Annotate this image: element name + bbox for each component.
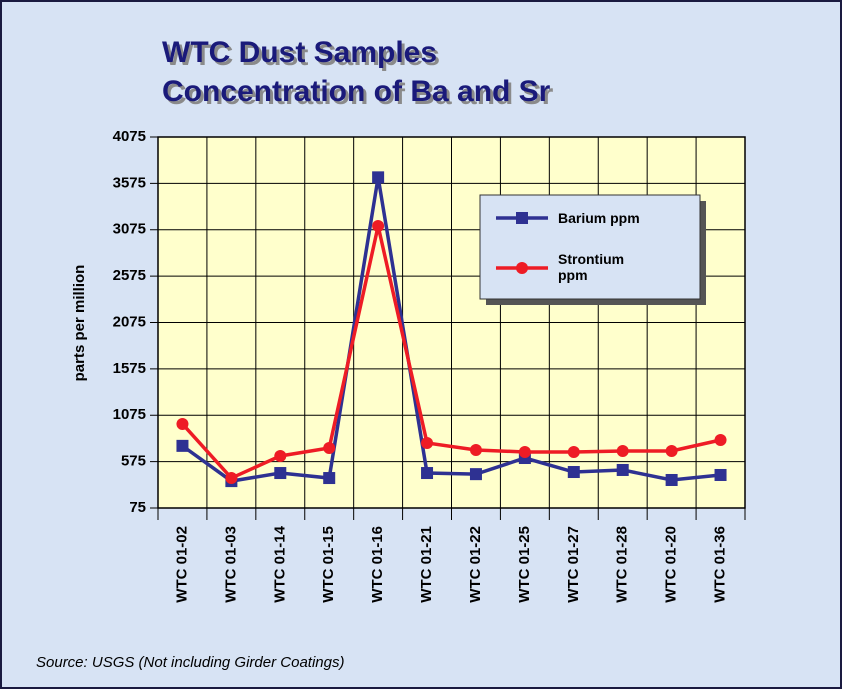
y-tick-label: 75: [129, 499, 146, 516]
y-tick-label: 2075: [113, 313, 146, 330]
data-point: [274, 449, 287, 462]
data-point: [567, 445, 580, 458]
data-point: [518, 445, 531, 458]
y-tick-label: 3575: [113, 174, 146, 191]
legend-label: Barium ppm: [558, 210, 640, 226]
legend-marker: [516, 262, 528, 274]
y-tick-label: 2575: [113, 267, 146, 284]
data-point: [469, 468, 482, 481]
data-point: [176, 417, 189, 430]
series-line: [181, 177, 721, 483]
x-tick-label: WTC 01-21: [418, 526, 435, 603]
y-tick-label: 3075: [113, 221, 146, 238]
series-line: [181, 225, 721, 481]
y-tick-label: 575: [121, 453, 146, 470]
x-tick-label: WTC 01-16: [369, 526, 386, 603]
data-point: [665, 473, 678, 486]
y-tick-label: 1575: [113, 360, 146, 377]
plot-border: [157, 136, 746, 509]
data-point: [421, 436, 434, 449]
y-axis-label: parts per million: [71, 265, 88, 382]
chart-title: WTC Dust Samples: [162, 36, 437, 69]
x-tick-label: WTC 01-36: [712, 526, 729, 603]
source-note: Source: USGS (Not including Girder Coati…: [36, 654, 344, 671]
x-tick-label: WTC 01-27: [565, 526, 582, 603]
x-tick-label: WTC 01-25: [516, 526, 533, 603]
y-tick-label: 1075: [113, 406, 146, 423]
x-tick-label: WTC 01-14: [271, 525, 288, 602]
x-tick-label: WTC 01-15: [320, 526, 337, 603]
x-tick-label: WTC 01-22: [467, 526, 484, 603]
data-point: [469, 444, 482, 457]
data-point: [714, 434, 727, 447]
chart-title: Concentration of Ba and Sr: [162, 75, 551, 108]
data-point: [176, 439, 189, 452]
data-point: [372, 171, 385, 184]
y-tick-label: 4075: [113, 128, 146, 145]
data-point: [714, 468, 727, 481]
legend-label: Strontium ppm: [558, 251, 625, 283]
data-point: [274, 467, 287, 480]
x-tick-label: WTC 01-28: [614, 526, 631, 603]
data-point: [421, 467, 434, 480]
data-point: [372, 220, 385, 233]
data-point: [616, 444, 629, 457]
data-point: [665, 444, 678, 457]
data-point: [323, 441, 336, 454]
data-point: [567, 466, 580, 479]
data-point: [323, 472, 336, 485]
x-tick-label: WTC 01-02: [173, 526, 190, 603]
data-point: [616, 463, 629, 476]
legend-marker: [516, 212, 528, 224]
x-tick-label: WTC 01-20: [663, 526, 680, 603]
data-point: [225, 472, 238, 485]
x-tick-label: WTC 01-03: [222, 526, 239, 603]
